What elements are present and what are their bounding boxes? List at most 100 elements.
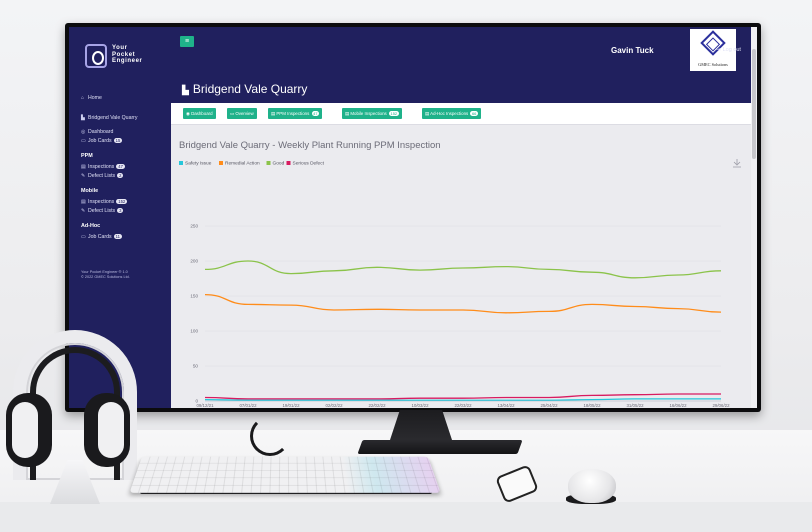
page-title: ▙ Bridgend Vale Quarry xyxy=(182,82,307,96)
sidebar-item-ppm-defects[interactable]: ✎ Defect Lists 2 xyxy=(81,171,171,180)
footer-copyright: © 2022 GMEC Solutions Ltd. xyxy=(81,275,130,280)
screen: Your Pocket Engineer ⌂ Home ▙ Bridgend V… xyxy=(69,27,757,408)
headset-left-ear xyxy=(6,393,52,467)
y-tick-label: 100 xyxy=(190,329,198,334)
tab-label: Dashboard xyxy=(191,111,212,116)
sidebar-item-adhoc-job-cards[interactable]: ▭ Job Cards 11 xyxy=(81,232,171,241)
y-tick-label: 50 xyxy=(193,364,199,369)
wrench-icon: ✎ xyxy=(81,173,88,179)
user-name[interactable]: Gavin Tuck xyxy=(611,46,654,55)
legend-label: Good xyxy=(273,161,285,167)
company-logo-text: GMEC Solutions xyxy=(690,62,736,67)
hamburger-icon: ≡ xyxy=(185,38,189,45)
series-line xyxy=(205,261,721,278)
app-logo[interactable]: Your Pocket Engineer xyxy=(85,44,165,74)
chart-series xyxy=(205,261,721,400)
page-title-text: Bridgend Vale Quarry xyxy=(193,82,308,96)
tab-label: Ad-Hoc Inspections xyxy=(430,111,468,116)
download-icon[interactable] xyxy=(733,159,741,167)
factory-icon: ▙ xyxy=(182,85,189,95)
sidebar-item-label: Inspections xyxy=(88,199,114,205)
logo-line: Engineer xyxy=(112,58,142,65)
count-badge: 47 xyxy=(116,164,125,169)
sidebar-item-site[interactable]: ▙ Bridgend Vale Quarry xyxy=(81,113,171,122)
series-line xyxy=(205,295,721,313)
scrollbar[interactable] xyxy=(751,27,757,408)
monitor: Your Pocket Engineer ⌂ Home ▙ Bridgend V… xyxy=(65,23,761,412)
x-tick-label: 07/01/22 xyxy=(239,403,257,408)
tab-label: Overview xyxy=(235,111,253,116)
sidebar-item-mobile-inspections[interactable]: ▤ Inspections 152 xyxy=(81,197,171,206)
count-badge: 3 xyxy=(117,208,123,213)
legend-swatch xyxy=(267,161,271,165)
chart-title: Bridgend Vale Quarry - Weekly Plant Runn… xyxy=(179,140,441,151)
x-tick-label: 25/04/22 xyxy=(540,403,558,408)
x-tick-label: 31/05/22 xyxy=(626,403,644,408)
tab-mobile-inspections[interactable]: ▤ Mobile Inspections 152 xyxy=(342,108,402,119)
sidebar-item-label: Dashboard xyxy=(88,129,113,135)
sidebar-item-mobile-defects[interactable]: ✎ Defect Lists 3 xyxy=(81,206,171,215)
tab-label: PPM Inspections xyxy=(276,111,309,116)
count-badge: 2 xyxy=(117,173,123,178)
count-badge: 152 xyxy=(116,199,127,204)
sidebar-item-label: Defect Lists xyxy=(88,173,115,179)
x-tick-label: 02/02/22 xyxy=(325,403,343,408)
x-tick-label: 10/03/22 xyxy=(411,403,429,408)
tab-adhoc-inspections[interactable]: ▤ Ad-Hoc Inspections 66 xyxy=(422,108,481,119)
sidebar-footer: Your Pocket Engineer ® 1.0 © 2022 GMEC S… xyxy=(81,270,130,280)
logout-label: Log out xyxy=(723,47,741,53)
section-title-ppm: PPM xyxy=(81,153,171,162)
tab-ppm-inspections[interactable]: ▤ PPM Inspections 47 xyxy=(268,108,322,119)
logo-badge-icon xyxy=(85,44,107,68)
x-tick-label: 09/12/21 xyxy=(196,403,214,408)
sidebar-item-label: Job Cards xyxy=(88,234,112,240)
y-tick-label: 0 xyxy=(195,399,198,404)
x-tick-label: 16/06/22 xyxy=(669,403,687,408)
ear-cup xyxy=(12,402,38,458)
ear-cup xyxy=(98,402,124,458)
sidebar-item-job-cards[interactable]: ▭ Job Cards 15 xyxy=(81,136,171,145)
logo-text: Your Pocket Engineer xyxy=(112,45,142,65)
sidebar-item-dashboard[interactable]: ◎ Dashboard xyxy=(81,127,171,136)
legend-label: Serious Defect xyxy=(293,161,325,167)
monitor-stand xyxy=(357,440,522,454)
mouse xyxy=(568,469,616,503)
cable xyxy=(250,416,290,456)
chart-y-axis: 0 50 100 150 200 250 xyxy=(190,224,198,404)
series-line xyxy=(205,394,721,399)
card-icon: ▭ xyxy=(81,234,88,240)
scrollbar-thumb[interactable] xyxy=(752,49,756,159)
count-badge: 11 xyxy=(114,234,122,239)
logout-icon: ⇥ xyxy=(716,47,721,53)
chart-x-axis: 09/12/21 07/01/22 19/01/22 02/02/22 22/02/22… xyxy=(196,401,730,408)
clipboard-icon: ▤ xyxy=(81,199,88,205)
keyboard xyxy=(129,457,440,493)
menu-toggle-button[interactable]: ≡ xyxy=(180,36,194,47)
sidebar-item-home[interactable]: ⌂ Home xyxy=(81,93,171,102)
sidebar-item-ppm-inspections[interactable]: ▤ Inspections 47 xyxy=(81,162,171,171)
legend-swatch xyxy=(219,161,223,165)
card-icon: ▭ xyxy=(81,138,88,144)
section-title-adhoc: Ad-Hoc xyxy=(81,223,171,232)
x-tick-label: 18/05/22 xyxy=(583,403,601,408)
count-badge: 15 xyxy=(114,138,123,143)
dashboard-icon: ◎ xyxy=(81,129,88,135)
headset-right-ear xyxy=(84,393,130,467)
main-content: ◉ Dashboard ▭ Overview ▤ PPM Inspections… xyxy=(171,103,757,408)
tab-overview[interactable]: ▭ Overview xyxy=(227,108,257,119)
section-title-mobile: Mobile xyxy=(81,188,171,197)
tab-dashboard[interactable]: ◉ Dashboard xyxy=(183,108,216,119)
wrench-icon: ✎ xyxy=(81,208,88,214)
sidebar-item-label: Defect Lists xyxy=(88,208,115,214)
clipboard-icon: ▤ xyxy=(81,164,88,170)
home-icon: ⌂ xyxy=(81,95,88,101)
sidebar-item-label: Job Cards xyxy=(88,138,112,144)
legend-label: Safety Issue xyxy=(185,161,212,167)
factory-icon: ▙ xyxy=(81,115,88,121)
chart-grid xyxy=(205,226,721,401)
y-tick-label: 250 xyxy=(190,224,198,229)
tabs-bar: ◉ Dashboard ▭ Overview ▤ PPM Inspections… xyxy=(171,103,757,125)
x-tick-label: 22/02/22 xyxy=(368,403,386,408)
logout-link[interactable]: ⇥ Log out xyxy=(714,47,741,53)
chart-legend: Safety Issue Remedial Action Good Serious D… xyxy=(179,161,325,167)
